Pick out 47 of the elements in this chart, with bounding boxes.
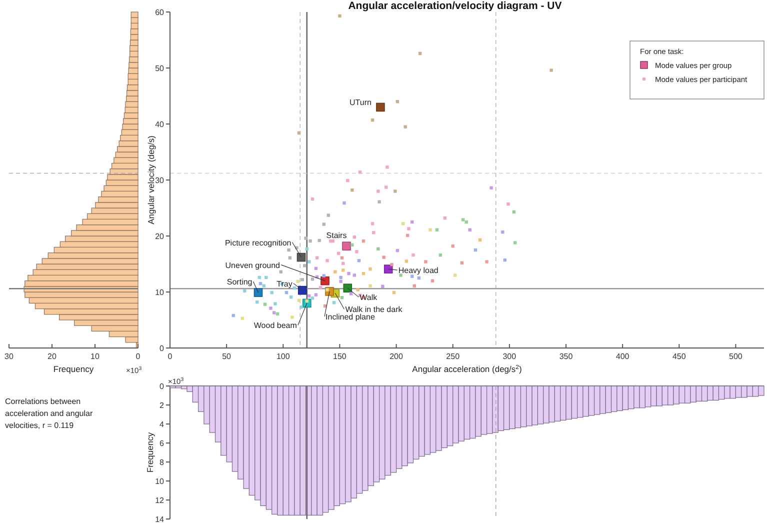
x-tick-label: 50	[222, 352, 232, 361]
x-tick-label: 20	[48, 352, 57, 361]
x-tick-label: 500	[729, 352, 743, 361]
y-tick-label: 30	[155, 176, 165, 185]
y-tick-label: 40	[155, 120, 165, 129]
annotation: Inclined plane	[326, 312, 376, 322]
x-tick-label: 300	[502, 352, 517, 361]
annotation: Wood beam	[254, 321, 298, 330]
y-tick-label: 12	[155, 496, 165, 505]
annotation: Heavy load	[398, 266, 438, 276]
y-tick-label: 2	[160, 401, 165, 410]
annotation: UTurn	[350, 98, 372, 108]
y-axis-title: Frequency	[145, 432, 155, 473]
annotation: Picture recognition	[224, 238, 292, 248]
y-tick-label: 0	[160, 344, 165, 353]
x-tick-label: 0	[136, 352, 141, 361]
x-tick-label: 30	[4, 352, 14, 361]
y-tick-label: 50	[155, 64, 165, 73]
y-tick-label: 8	[160, 458, 165, 467]
annotation: Sorting	[226, 278, 252, 287]
x-tick-label: 100	[276, 352, 290, 361]
x-tick-label: 200	[390, 352, 404, 361]
chart-title: Angular acceleration/velocity diagram - UV	[348, 0, 562, 12]
annotation: Tray	[276, 279, 292, 288]
y-tick-label: 14	[155, 515, 165, 523]
x-tick-label: 150	[333, 352, 347, 361]
y-tick-label: 60	[155, 8, 165, 17]
y-tick-label: 0	[160, 382, 165, 391]
annotation: Uneven ground	[225, 260, 280, 270]
y-tick-label: 20	[155, 232, 165, 241]
x-tick-label: 350	[559, 352, 574, 361]
x-tick-label: 0	[168, 352, 173, 361]
y-tick-label: 4	[160, 420, 165, 429]
y-tick-label: 10	[155, 477, 165, 486]
annotation: Walk	[360, 293, 378, 302]
text: Correlations between acceleration and angular velocities, r = 0.119	[5, 397, 93, 430]
x-tick-label: 450	[672, 352, 686, 361]
annotation: Stairs	[326, 231, 347, 240]
x-tick-label: 10	[90, 352, 100, 361]
y-axis-title: Angular velocity (deg/s)	[146, 135, 156, 224]
annotation: Walk in the dark	[345, 305, 404, 314]
y-tick-label: 6	[160, 439, 165, 448]
x-tick-label: 400	[616, 352, 630, 361]
x-axis-title: Frequency	[53, 364, 94, 374]
x-tick-label: 250	[446, 352, 460, 361]
x-axis-title: Angular acceleration (deg/s$^{2}$)	[412, 364, 522, 374]
y-tick-label: 10	[155, 288, 165, 297]
